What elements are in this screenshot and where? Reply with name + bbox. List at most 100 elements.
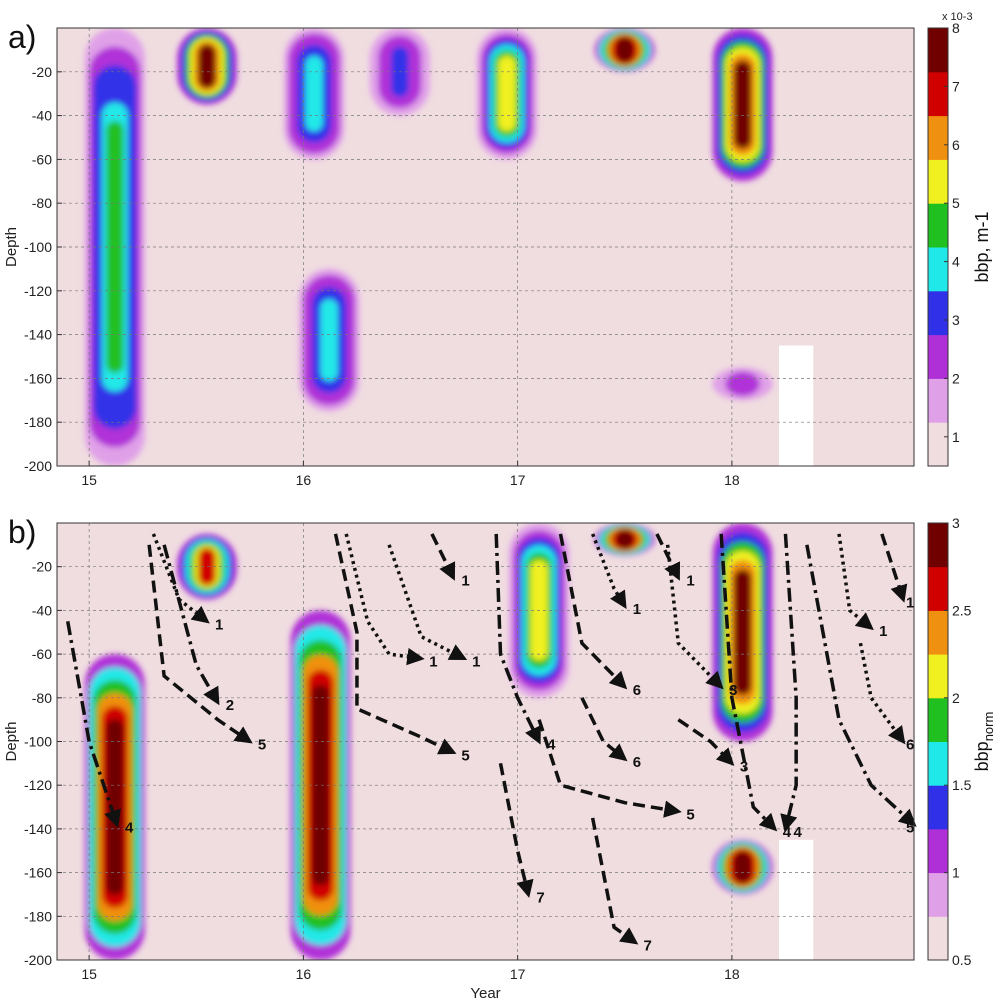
colorbar-segment xyxy=(928,654,948,699)
x-tick-label: 17 xyxy=(510,472,526,488)
heatmap-feature xyxy=(712,839,773,895)
arrow-label: 4 xyxy=(547,737,556,754)
panel-label-bg xyxy=(2,18,56,52)
arrow-label: 3 xyxy=(740,758,748,775)
colorbar-segment xyxy=(928,566,948,611)
flow-arrow xyxy=(677,718,735,766)
y-tick-label: -180 xyxy=(24,908,52,924)
arrow-label: 7 xyxy=(536,889,544,906)
y-tick-label: -120 xyxy=(24,777,52,793)
y-tick-label: -140 xyxy=(24,327,52,343)
y-axis-label: Depth xyxy=(3,227,20,267)
heatmap-feature xyxy=(284,28,345,160)
colorbar-segment xyxy=(928,785,948,830)
flow-arrow xyxy=(805,544,917,827)
colorbar-segment xyxy=(928,247,948,292)
colorbar-segment xyxy=(928,916,948,961)
arrow-label: 1 xyxy=(686,573,694,590)
arrow-label: 1 xyxy=(879,623,887,640)
heatmap-feature xyxy=(594,28,655,72)
heatmap-field xyxy=(84,28,814,466)
arrow-label: 4 xyxy=(793,824,802,841)
colorbar-tick-label: 3 xyxy=(952,312,960,328)
flow-arrow xyxy=(344,533,425,666)
y-tick-label: -200 xyxy=(24,458,52,474)
y-tick-label: -180 xyxy=(24,414,52,430)
y-tick-label: -80 xyxy=(32,690,52,706)
arrow-label: 1 xyxy=(906,594,914,611)
data-gap xyxy=(779,345,814,466)
y-tick-label: -20 xyxy=(32,64,52,80)
colorbar-tick-label: 7 xyxy=(952,78,960,94)
colorbar-segment xyxy=(928,334,948,379)
panel-label: a) xyxy=(8,19,36,55)
colorbar-segment xyxy=(928,697,948,742)
arrow-label: 1 xyxy=(633,601,641,618)
flow-arrow xyxy=(880,533,908,603)
flow-arrow xyxy=(558,533,628,690)
heatmap-feature xyxy=(176,533,237,600)
grid xyxy=(57,28,914,466)
arrow-label: 5 xyxy=(686,806,694,823)
x-tick-label: 15 xyxy=(81,472,97,488)
colorbar-label-subscript: norm xyxy=(981,712,996,742)
colorbar-segment xyxy=(928,71,948,117)
colorbar-tick-label: 8 xyxy=(952,20,960,36)
arrow-label: 6 xyxy=(906,737,914,754)
y-tick-label: -160 xyxy=(24,865,52,881)
arrow-label: 6 xyxy=(633,754,641,771)
colorbar-segment xyxy=(928,741,948,786)
colorbar-segment xyxy=(928,115,948,160)
colorbar-label: bbpnorm xyxy=(972,712,996,772)
x-tick-label: 18 xyxy=(724,472,740,488)
y-tick-label: -80 xyxy=(32,195,52,211)
heatmap-feature xyxy=(476,28,537,160)
colorbar-tick-label: 3 xyxy=(952,515,960,531)
colorbar-tick-label: 5 xyxy=(952,195,960,211)
y-axis-label: Depth xyxy=(3,721,20,761)
y-tick-label: -60 xyxy=(32,151,52,167)
y-tick-label: -160 xyxy=(24,370,52,386)
colorbar-tick-label: 6 xyxy=(952,137,960,153)
flow-arrow xyxy=(665,544,724,690)
flow-arrow xyxy=(858,642,906,745)
flow-arrow xyxy=(537,719,682,818)
y-tick-label: -120 xyxy=(24,283,52,299)
heatmap-feature xyxy=(299,268,360,412)
flow-arrow xyxy=(494,533,541,745)
y-tick-label: -100 xyxy=(24,734,52,750)
colorbar-segment xyxy=(928,610,948,655)
flow-arrow xyxy=(719,533,778,832)
colorbar-segment xyxy=(928,378,948,423)
colorbar-tick-label: 1 xyxy=(952,865,960,881)
y-tick-label: -20 xyxy=(32,559,52,575)
x-tick-label: 15 xyxy=(81,966,97,982)
y-tick-label: -200 xyxy=(24,952,52,968)
x-tick-label: 16 xyxy=(296,472,312,488)
flow-arrow xyxy=(333,533,457,755)
arrow-label: 1 xyxy=(429,653,437,670)
colorbar: 0.5 1 1.5 2 2.5 3 bbpnorm xyxy=(927,515,996,968)
x-tick-label: 18 xyxy=(724,966,740,982)
colorbar-segment xyxy=(928,422,948,467)
data-gap xyxy=(779,839,814,960)
colorbar-multiplier: x 10-3 xyxy=(942,11,973,23)
arrow-label: 3 xyxy=(729,682,737,699)
arrow-label: 1 xyxy=(461,573,469,590)
flow-arrow xyxy=(65,621,121,828)
colorbar-tick-label: 2 xyxy=(952,370,960,386)
flow-arrow xyxy=(590,817,639,945)
panel-label: b) xyxy=(8,514,36,550)
colorbar-tick-label: 1 xyxy=(952,429,960,445)
x-tick-label: 17 xyxy=(510,966,526,982)
heatmap-feature xyxy=(176,28,237,105)
colorbar-tick-label: 2 xyxy=(952,690,960,706)
colorbar-tick-label: 4 xyxy=(952,254,960,270)
flow-arrow xyxy=(430,533,456,581)
arrow-label: 5 xyxy=(906,820,914,837)
y-tick-label: -140 xyxy=(24,821,52,837)
